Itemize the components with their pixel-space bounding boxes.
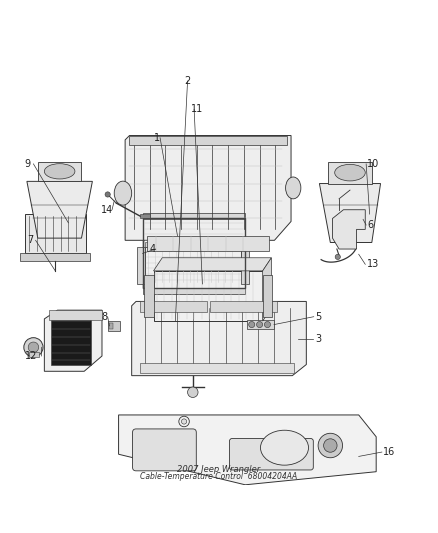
Circle shape bbox=[265, 321, 271, 328]
Text: 14: 14 bbox=[101, 205, 113, 215]
Bar bbox=[144, 275, 153, 317]
Text: 13: 13 bbox=[367, 260, 380, 269]
Bar bbox=[143, 213, 245, 219]
Text: 8: 8 bbox=[101, 312, 107, 322]
Bar bbox=[25, 214, 86, 253]
Ellipse shape bbox=[286, 177, 301, 199]
Bar bbox=[110, 323, 113, 329]
Polygon shape bbox=[332, 210, 365, 249]
Circle shape bbox=[335, 254, 340, 260]
Polygon shape bbox=[27, 181, 92, 238]
Ellipse shape bbox=[114, 181, 132, 205]
Bar bbox=[141, 362, 294, 374]
Polygon shape bbox=[153, 258, 272, 271]
Bar bbox=[51, 317, 91, 365]
Circle shape bbox=[249, 321, 255, 328]
Bar bbox=[130, 135, 287, 145]
Circle shape bbox=[257, 321, 263, 328]
Text: 3: 3 bbox=[315, 334, 321, 344]
Bar bbox=[145, 247, 241, 284]
Bar bbox=[20, 253, 90, 261]
Bar bbox=[108, 321, 120, 330]
Bar bbox=[143, 219, 245, 288]
Circle shape bbox=[318, 433, 343, 458]
Circle shape bbox=[187, 387, 198, 398]
Bar bbox=[241, 247, 249, 284]
Text: 12: 12 bbox=[25, 351, 37, 361]
Text: 6: 6 bbox=[367, 220, 374, 230]
Text: 9: 9 bbox=[25, 159, 31, 169]
Bar bbox=[29, 352, 39, 357]
Text: 4: 4 bbox=[149, 244, 155, 254]
Polygon shape bbox=[44, 310, 102, 372]
Bar bbox=[143, 219, 245, 288]
Polygon shape bbox=[125, 135, 291, 240]
Polygon shape bbox=[319, 183, 381, 243]
Text: 11: 11 bbox=[191, 104, 203, 114]
Circle shape bbox=[28, 342, 39, 352]
Polygon shape bbox=[38, 161, 81, 181]
Text: Cable-Temperature Control  68004204AA: Cable-Temperature Control 68004204AA bbox=[140, 472, 298, 481]
Polygon shape bbox=[263, 258, 272, 321]
Text: 7: 7 bbox=[27, 235, 33, 245]
Bar bbox=[141, 214, 150, 219]
Polygon shape bbox=[132, 302, 306, 376]
Ellipse shape bbox=[261, 430, 308, 465]
Bar bbox=[49, 310, 102, 320]
Bar bbox=[210, 302, 277, 312]
Bar bbox=[247, 320, 274, 329]
FancyBboxPatch shape bbox=[133, 429, 196, 471]
FancyBboxPatch shape bbox=[230, 439, 313, 470]
Text: 5: 5 bbox=[315, 312, 321, 322]
Bar bbox=[143, 288, 245, 294]
Bar bbox=[141, 302, 207, 312]
Bar bbox=[153, 271, 263, 321]
Polygon shape bbox=[328, 161, 372, 183]
Polygon shape bbox=[119, 415, 376, 485]
Ellipse shape bbox=[335, 164, 365, 181]
Bar bbox=[145, 243, 241, 247]
Bar bbox=[147, 236, 269, 251]
Text: 1: 1 bbox=[153, 133, 159, 143]
Text: 10: 10 bbox=[367, 159, 380, 169]
Circle shape bbox=[24, 338, 43, 357]
Text: 2007 Jeep Wrangler: 2007 Jeep Wrangler bbox=[177, 465, 261, 474]
Text: 16: 16 bbox=[383, 447, 395, 457]
Bar bbox=[263, 275, 272, 317]
Circle shape bbox=[181, 419, 187, 424]
Bar bbox=[137, 247, 145, 284]
Circle shape bbox=[105, 192, 110, 197]
Ellipse shape bbox=[44, 164, 75, 179]
Text: 2: 2 bbox=[184, 76, 191, 86]
Circle shape bbox=[324, 439, 337, 452]
